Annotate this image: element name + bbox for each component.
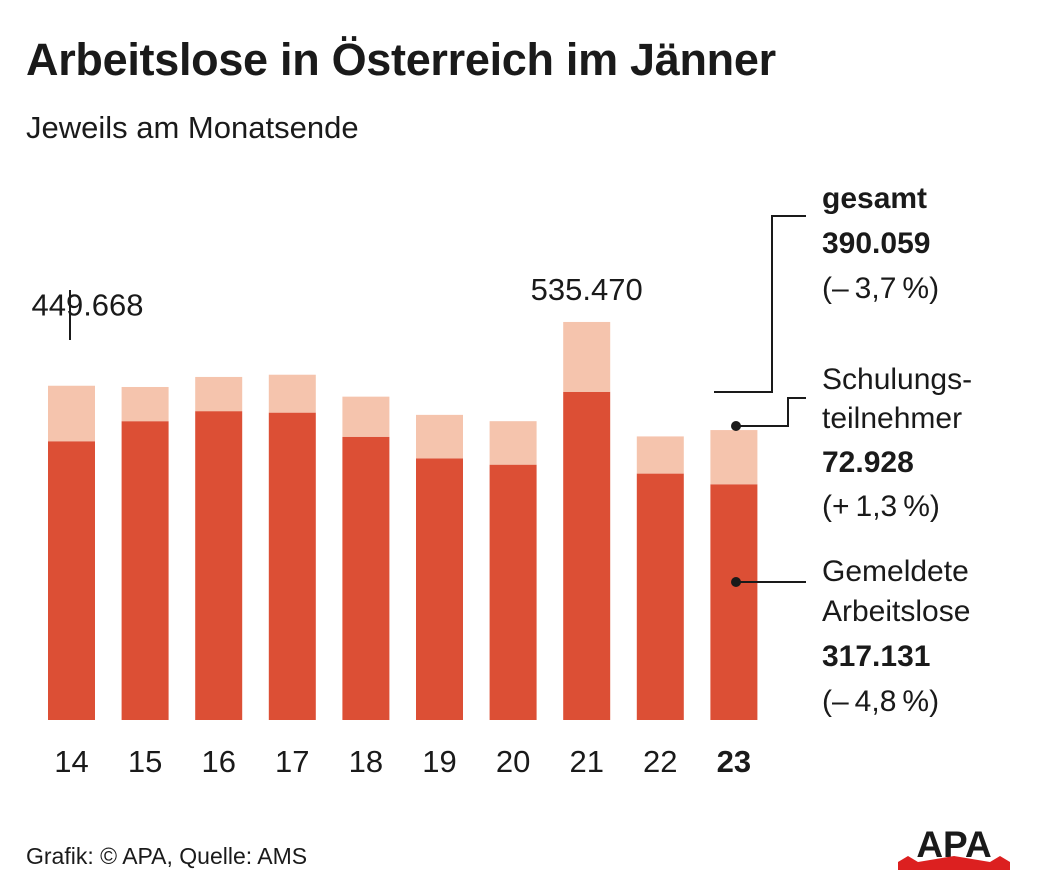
bar-schulung-14 <box>48 385 95 442</box>
bar-arbeitslose-18 <box>342 436 390 720</box>
marker-dot-schulung <box>731 421 741 431</box>
annotation-arbeitslose-label-1: Gemeldete <box>822 555 969 588</box>
bar-arbeitslose-23 <box>710 484 758 720</box>
bar-arbeitslose-20 <box>489 464 537 720</box>
leader-line-schulung <box>736 397 806 427</box>
annotation-schulung-change: (+ 1,3 %) <box>822 490 940 523</box>
x-axis-labels: 14 15 16 17 18 19 20 21 22 23 <box>54 744 751 779</box>
x-tick-label-16: 16 <box>201 744 235 779</box>
bar-schulung-16 <box>195 376 243 412</box>
bar-arbeitslose-19 <box>416 458 463 720</box>
x-tick-label-22: 22 <box>643 744 677 779</box>
bar-schulung-18 <box>342 396 390 437</box>
annotation-arbeitslose-change: (– 4,8 %) <box>822 685 939 718</box>
source-credit: Grafik: © APA, Quelle: AMS <box>26 843 308 869</box>
bar-arbeitslose-22 <box>636 473 684 720</box>
chart-subtitle: Jeweils am Monatsende <box>26 110 359 145</box>
annotation-arbeitslose-label-2: Arbeitslose <box>822 595 970 628</box>
bar-schulung-15 <box>121 386 169 422</box>
x-tick-label-18: 18 <box>349 744 383 779</box>
x-tick-label-21: 21 <box>569 744 603 779</box>
bar-arbeitslose-17 <box>268 412 316 720</box>
chart-title: Arbeitslose in Österreich im Jänner <box>26 34 776 85</box>
bar-schulung-20 <box>489 421 537 465</box>
bar-arbeitslose-21 <box>563 391 611 720</box>
bar-schulung-22 <box>636 436 684 474</box>
bar-arbeitslose-15 <box>121 421 169 720</box>
x-tick-label-23: 23 <box>717 744 751 779</box>
value-label-21: 535.470 <box>531 272 643 307</box>
value-label-14: 449.668 <box>31 288 143 323</box>
annotation-schulung-value: 72.928 <box>822 446 914 479</box>
bar-arbeitslose-14 <box>48 441 95 720</box>
bar-schulung-19 <box>416 414 463 459</box>
apa-logo: APA <box>898 826 1010 870</box>
x-tick-label-15: 15 <box>128 744 162 779</box>
bars-group <box>48 321 758 720</box>
value-labels: 449.668 535.470 <box>31 272 642 323</box>
annotation-gesamt-change: (– 3,7 %) <box>822 272 939 305</box>
annotation-arbeitslose-value: 317.131 <box>822 640 930 673</box>
bar-schulung-17 <box>268 374 316 413</box>
x-tick-label-19: 19 <box>422 744 456 779</box>
marker-dot-arbeitslose <box>731 577 741 587</box>
annotation-gesamt-label: gesamt <box>822 182 927 215</box>
annotation-gesamt-value: 390.059 <box>822 227 930 260</box>
apa-logo-red-bar <box>898 856 1010 870</box>
annotation-schulung-label-1: Schulungs- <box>822 363 972 396</box>
leader-line-gesamt <box>714 215 806 393</box>
bar-arbeitslose-16 <box>195 411 243 720</box>
x-tick-label-20: 20 <box>496 744 530 779</box>
bar-schulung-21 <box>563 321 611 392</box>
annotation-schulung-label-2: teilnehmer <box>822 402 962 435</box>
bar-schulung-23 <box>710 430 758 485</box>
x-tick-label-14: 14 <box>54 744 88 779</box>
x-tick-label-17: 17 <box>275 744 309 779</box>
